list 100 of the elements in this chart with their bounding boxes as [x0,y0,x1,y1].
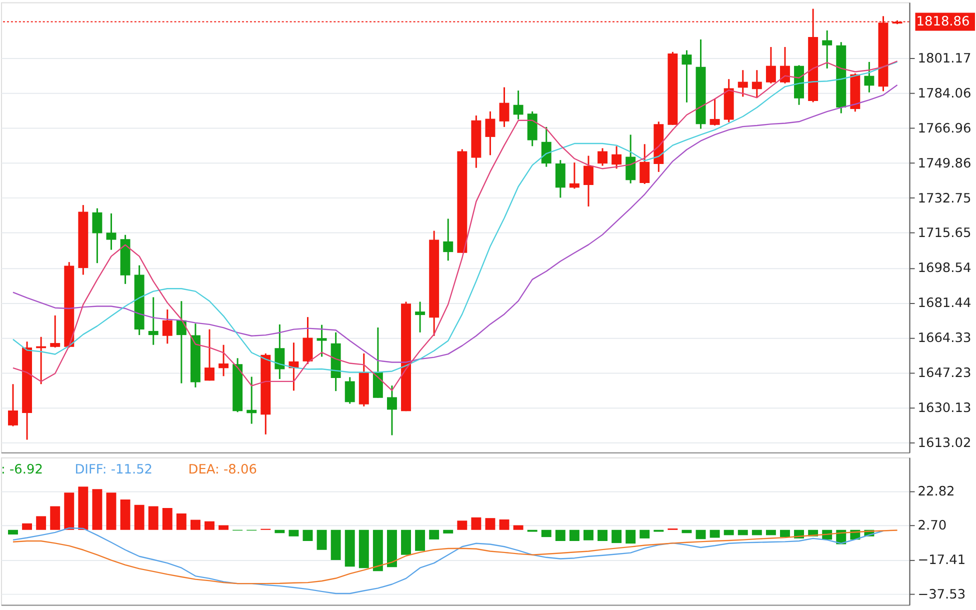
y-tick-label: 2.70 [918,518,947,534]
candlestick [738,69,748,98]
bar [766,530,776,536]
bar [302,530,313,541]
candlestick [584,155,594,208]
y-tick-label: 1647.23 [918,366,972,382]
bar [640,530,650,538]
bar [78,486,88,530]
annotation: : -6.92 [0,462,43,478]
ref-line-label: 1818.86 [916,14,970,30]
bar [738,530,748,536]
bar [598,530,608,541]
candlestick [204,328,214,382]
candlestick [316,324,327,358]
candlestick [8,383,18,427]
bar [780,530,790,538]
bar [584,530,594,540]
y-tick-label: −17.41 [918,553,966,568]
bar [752,530,762,536]
candlestick [626,134,636,184]
candlestick [106,212,116,251]
bar [316,530,327,550]
bar [190,520,200,530]
candlestick [485,110,496,156]
y-tick-label: 1664.33 [918,331,972,346]
candlestick [864,61,874,94]
bar [64,492,74,530]
bar [344,530,355,567]
bar [513,525,524,530]
y-tick-label: 1630.13 [918,401,972,416]
candlestick [92,208,102,264]
y-tick-label: 1749.86 [918,156,972,172]
y-tick-label: 1801.17 [918,51,972,66]
bar [372,530,383,572]
bar [541,530,552,538]
candlestick [274,324,285,380]
bar [218,525,229,530]
y-tick-label: 1613.02 [918,436,972,452]
bar [176,513,186,530]
y-tick-label: 1698.54 [918,261,972,276]
candlestick [443,218,454,262]
bar [429,530,440,540]
candlestick [766,46,776,84]
bar [555,530,566,541]
bar [120,499,130,530]
candlestick [710,98,720,126]
candlestick [640,143,650,185]
candlestick [682,50,692,104]
bar [457,520,468,530]
bar [106,492,116,530]
bar [22,523,32,530]
bar [612,530,622,544]
candlestick [415,300,426,334]
candlestick [541,126,552,168]
candlestick [513,90,524,120]
y-tick-label: 1681.44 [918,296,972,312]
bar [485,518,496,530]
candlestick [246,376,257,425]
bar [415,530,426,551]
candlestick [344,376,355,404]
bar [499,519,510,530]
candlestick [302,316,313,365]
candlestick [50,314,60,348]
bar [358,530,369,568]
y-tick-label: 1715.65 [918,226,972,242]
text: DIFF: -11.52 [74,462,153,478]
y-tick-label: −37.53 [918,588,966,603]
candlestick [612,145,622,170]
bar [401,530,411,555]
candlestick [822,30,832,70]
candlestick [569,162,580,190]
text: DEA: -8.06 [188,462,257,478]
bar [471,517,482,530]
y-tick-label: 1766.96 [918,121,972,136]
bar [148,506,158,530]
bar [443,530,454,534]
bar [288,530,299,536]
bar [204,521,214,530]
candlestick [598,147,608,167]
candlestick [386,384,397,436]
bar [724,530,734,536]
bar [134,504,144,530]
line-series [12,527,884,594]
candlestick [752,69,762,98]
y-tick-label: 1732.75 [918,191,972,206]
candlestick [218,344,229,377]
bar [92,489,102,530]
candlestick [162,308,172,344]
bar [162,508,172,530]
candlestick [780,46,790,84]
bar [8,530,18,534]
line-series [12,530,898,584]
bar [36,516,46,530]
candlestick [499,86,510,128]
bar [696,530,706,540]
bar [50,506,60,530]
bar [386,530,397,568]
bar [710,530,720,538]
bar [274,530,285,534]
bar [330,530,341,560]
